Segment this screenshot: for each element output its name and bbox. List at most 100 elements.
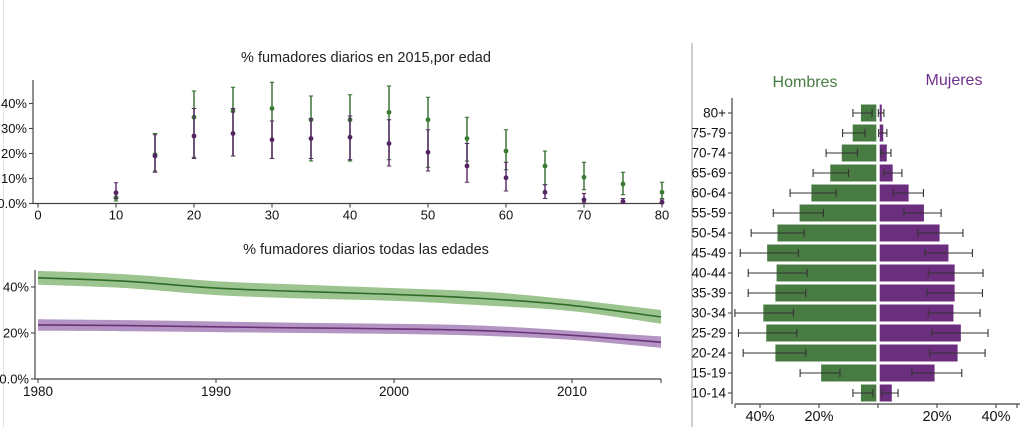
x-tick-label: 1980 xyxy=(23,384,53,399)
pyramid-header-hombres: Hombres xyxy=(773,74,838,91)
data-point-hombres xyxy=(464,136,470,141)
bar-hombres-50-54 xyxy=(777,224,877,242)
data-point-hombres xyxy=(503,148,509,154)
y-tick-label: 0.0% xyxy=(0,372,29,387)
bar-hombres-65-69 xyxy=(830,164,877,182)
left-border-line xyxy=(3,0,4,427)
x-tick-label: 2010 xyxy=(557,384,587,399)
bar-hombres-35-39 xyxy=(775,284,877,302)
bar-mujeres-40-44 xyxy=(879,264,955,282)
age-group-label: 15-19 xyxy=(691,366,726,381)
trend-line-hombres xyxy=(37,277,662,318)
age-group-label: 70-74 xyxy=(691,146,726,161)
bar-mujeres-25-29 xyxy=(879,324,961,342)
x-tick-label: 2000 xyxy=(379,384,409,399)
data-point-mujeres xyxy=(386,141,392,146)
pyramid-header-mujeres: Mujeres xyxy=(926,72,983,89)
x-tick-label: 20% xyxy=(922,409,951,425)
age-group-label: 40-44 xyxy=(691,266,726,281)
x-tick-label: 40 xyxy=(343,208,357,223)
chart-by-age-title: % fumadores diarios en 2015,por edad xyxy=(241,50,491,66)
bar-hombres-40-44 xyxy=(776,264,877,282)
bar-hombres-45-49 xyxy=(767,244,877,262)
chart-pyramid: Hombres Mujeres 80+ 75-79 70-74 65-69 60-64 55-… xyxy=(691,72,1020,425)
bar-hombres-20-24 xyxy=(775,344,877,362)
bar-mujeres-50-54 xyxy=(879,224,940,242)
data-point-mujeres xyxy=(230,131,236,136)
bar-hombres-30-34 xyxy=(763,304,877,322)
bar-hombres-25-29 xyxy=(766,324,877,342)
data-point-hombres xyxy=(269,106,275,111)
age-group-label: 10-14 xyxy=(691,386,726,401)
bar-hombres-55-59 xyxy=(799,204,877,222)
data-point-hombres xyxy=(659,189,665,195)
y-tick-label: 40% xyxy=(1,96,27,111)
x-tick-label: 30 xyxy=(265,208,279,223)
age-group-label: 60-64 xyxy=(691,186,726,201)
data-point-mujeres xyxy=(659,199,665,205)
data-point-mujeres xyxy=(113,190,119,196)
bar-mujeres-55-59 xyxy=(879,204,924,222)
y-tick-label: 10% xyxy=(1,171,27,186)
y-tick-label: 40% xyxy=(3,280,29,295)
y-tick-label: 20% xyxy=(3,326,29,341)
data-point-mujeres xyxy=(542,189,548,195)
data-point-mujeres xyxy=(152,153,158,159)
x-tick-label: 40% xyxy=(981,409,1010,425)
bar-mujeres-45-49 xyxy=(879,244,949,262)
age-group-label: 20-24 xyxy=(691,346,726,361)
data-point-mujeres xyxy=(581,197,587,203)
bar-mujeres-30-34 xyxy=(879,304,954,322)
data-point-mujeres xyxy=(425,149,431,155)
bar-mujeres-15-19 xyxy=(879,364,935,382)
data-point-mujeres xyxy=(620,199,626,204)
age-group-label: 75-79 xyxy=(691,126,726,141)
bar-mujeres-35-39 xyxy=(879,284,955,302)
age-group-label: 80+ xyxy=(703,106,726,121)
y-tick-label: 30% xyxy=(1,121,27,136)
chart-all-ages: % fumadores diarios todas las edades 40% 2… xyxy=(0,242,662,399)
chart-by-age: % fumadores diarios en 2015,por edad 40% 3… xyxy=(0,50,669,223)
panel-divider-line xyxy=(691,43,693,427)
x-tick-label: 20% xyxy=(804,409,833,425)
y-tick-label: 20% xyxy=(1,146,27,161)
x-tick-label: 0 xyxy=(34,208,41,223)
confidence-band-hombres xyxy=(38,270,661,324)
trend-line-mujeres xyxy=(37,324,662,343)
data-point-mujeres xyxy=(347,134,353,140)
x-tick-label: 60 xyxy=(499,208,513,223)
y-tick-label: 0.0% xyxy=(0,196,27,211)
data-point-mujeres xyxy=(269,137,275,143)
chart-all-ages-title: % fumadores diarios todas las edades xyxy=(243,242,489,258)
bar-hombres-70-74 xyxy=(841,144,877,162)
data-point-hombres xyxy=(542,163,548,169)
age-group-label: 50-54 xyxy=(691,226,726,241)
age-group-label: 45-49 xyxy=(691,246,726,261)
x-tick-label: 20 xyxy=(187,208,201,223)
x-tick-label: 70 xyxy=(577,208,591,223)
bar-hombres-60-64 xyxy=(811,184,877,202)
x-tick-label: 40% xyxy=(745,409,774,425)
data-point-mujeres xyxy=(503,175,509,181)
confidence-band-mujeres xyxy=(38,319,661,348)
x-tick-label: 50 xyxy=(421,208,435,223)
x-tick-label: 10 xyxy=(109,208,123,223)
data-point-mujeres xyxy=(191,133,197,139)
x-tick-label: 1990 xyxy=(201,384,231,399)
age-group-label: 65-69 xyxy=(691,166,726,181)
data-point-hombres xyxy=(620,181,626,187)
age-group-label: 35-39 xyxy=(691,286,726,301)
data-point-hombres xyxy=(425,117,431,123)
x-tick-label: 80 xyxy=(655,208,669,223)
bar-mujeres-20-24 xyxy=(879,344,958,362)
bar-hombres-15-19 xyxy=(821,364,877,382)
age-group-label: 55-59 xyxy=(691,206,726,221)
data-point-mujeres xyxy=(464,163,470,169)
data-point-hombres xyxy=(581,174,587,180)
data-point-mujeres xyxy=(308,136,314,141)
age-group-label: 30-34 xyxy=(691,306,726,321)
data-point-hombres xyxy=(386,109,392,115)
age-group-label: 25-29 xyxy=(691,326,726,341)
